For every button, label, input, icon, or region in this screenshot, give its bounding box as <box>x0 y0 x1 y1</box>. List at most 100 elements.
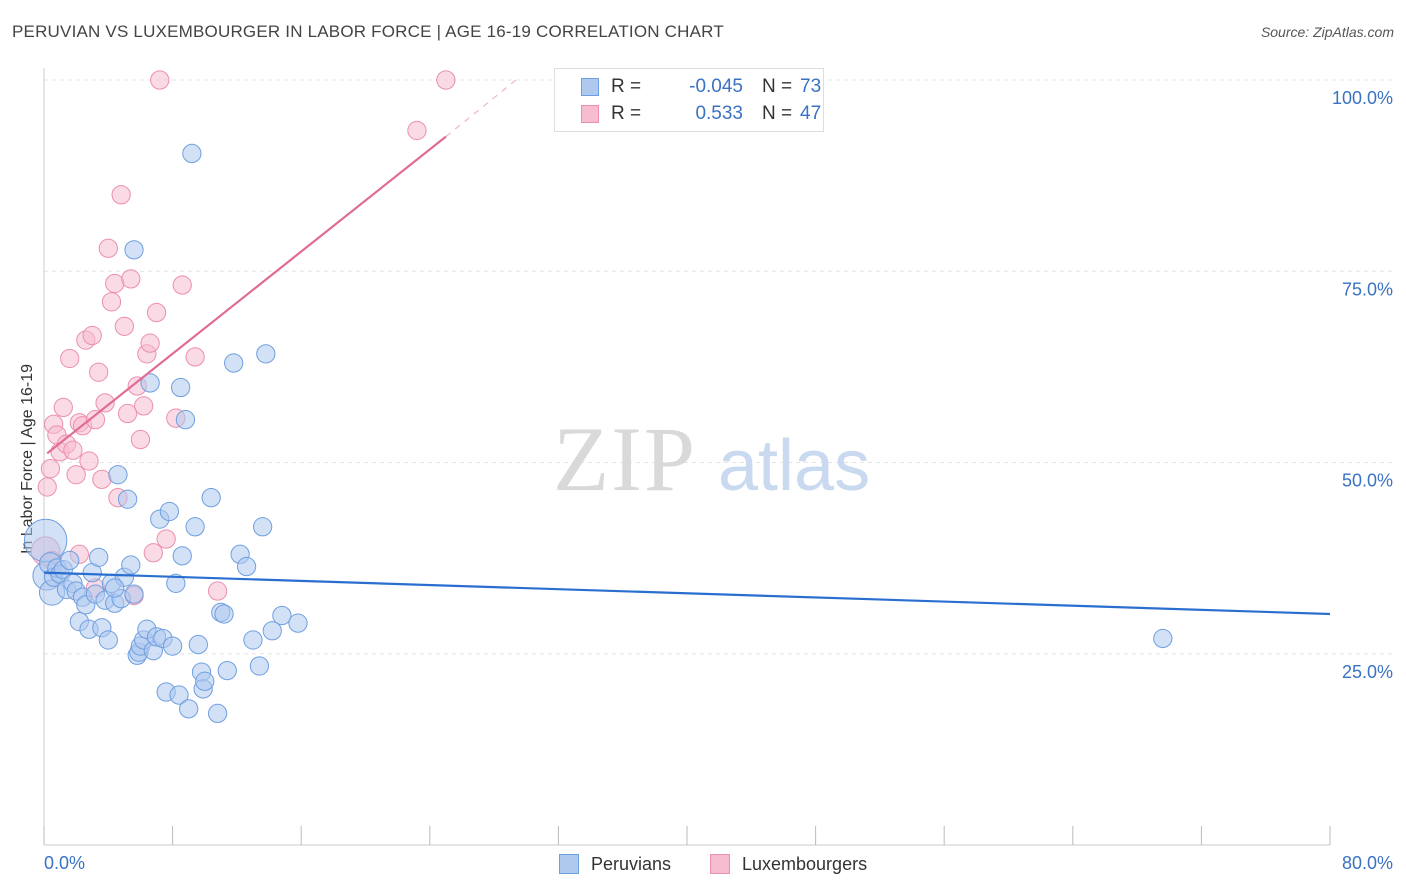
peruvian-point <box>217 660 237 681</box>
bottom-legend-peruvians: Peruvians <box>559 852 671 876</box>
y-tick-label: 50.0% <box>1342 471 1393 491</box>
bottom-legend-label-luxembourgers: Luxembourgers <box>742 853 868 874</box>
peruvian-point <box>262 621 282 641</box>
bottom-legend-swatch-peruvians <box>559 854 579 874</box>
y-tick-label: 25.0% <box>1342 662 1393 682</box>
watermark-zip: ZIP <box>553 408 697 510</box>
luxembourger-point <box>134 396 154 416</box>
luxembourger-point <box>40 458 61 479</box>
peruvian-point <box>89 547 109 567</box>
peruvian-point <box>272 605 292 626</box>
peruvian-point <box>169 685 189 705</box>
luxembourger-point <box>436 70 456 90</box>
legend-r-label: R = <box>611 76 642 97</box>
bottom-legend-label-peruvians: Peruvians <box>591 853 672 874</box>
legend-swatch-luxembourgers <box>581 105 599 123</box>
peruvian-trend-line <box>43 571 1331 616</box>
peruvian-point <box>179 699 199 719</box>
peruvian-point <box>252 517 273 537</box>
peruvian-point <box>1153 628 1173 649</box>
peruvian-point <box>214 604 234 624</box>
luxembourger-point <box>105 273 125 294</box>
luxembourger-point <box>95 393 115 413</box>
peruvian-point <box>175 410 196 430</box>
peruvian-point <box>243 630 263 650</box>
peruvian-point <box>117 489 138 509</box>
luxembourger-point <box>207 581 228 601</box>
watermark: ZIP atlas <box>553 408 870 510</box>
legend-n-value: 47 <box>800 103 822 124</box>
luxembourger-point <box>143 543 163 563</box>
luxembourger-point <box>111 185 131 205</box>
bottom-legend-luxembourgers: Luxembourgers <box>710 852 867 876</box>
peruvian-point <box>60 550 80 571</box>
peruvian-point <box>256 344 276 364</box>
luxembourger-point <box>130 429 151 450</box>
legend-n-label: N = <box>762 76 793 97</box>
luxembourger-point <box>92 469 112 489</box>
legend-r-value: -0.045 <box>689 76 743 97</box>
luxembourger-point <box>79 451 99 471</box>
y-tick-label: 100.0% <box>1332 88 1393 108</box>
luxembourger-point <box>117 403 138 424</box>
peruvian-point <box>249 656 270 676</box>
peruvian-point <box>185 517 205 537</box>
luxembourger-trend-extension <box>445 76 521 138</box>
luxembourger-point <box>150 70 170 90</box>
peruvian-point <box>162 636 183 656</box>
luxembourger-point <box>101 292 122 312</box>
peruvian-point <box>171 377 191 398</box>
data-points <box>23 70 1173 724</box>
legend-r-label: R = <box>611 103 642 124</box>
peruvian-point <box>159 501 180 522</box>
peruvian-point <box>195 671 215 691</box>
luxembourger-point <box>114 316 135 336</box>
luxembourger-point <box>185 347 205 367</box>
luxembourger-point <box>63 440 83 460</box>
peruvian-point <box>108 465 128 485</box>
luxembourger-point <box>85 410 106 430</box>
legend-swatch-peruvians <box>581 78 599 96</box>
peruvian-point <box>124 240 144 260</box>
luxembourger-point <box>172 275 192 295</box>
luxembourger-point <box>121 269 141 289</box>
luxembourger-point <box>98 238 118 258</box>
luxembourger-point <box>407 120 427 141</box>
y-tick-label: 75.0% <box>1342 279 1393 299</box>
trend-lines <box>43 76 1331 616</box>
luxembourger-trend-line <box>46 135 447 455</box>
peruvian-point <box>224 353 244 373</box>
peruvian-point <box>124 584 144 604</box>
luxembourger-point <box>60 348 80 369</box>
peruvian-point <box>121 555 141 575</box>
peruvian-point <box>105 578 125 598</box>
peruvian-point <box>201 488 221 508</box>
luxembourger-point <box>66 465 86 485</box>
axes <box>43 68 1331 846</box>
peruvian-point <box>288 613 308 633</box>
source-label: Source: ZipAtlas.com <box>1260 24 1394 40</box>
luxembourger-point <box>156 529 176 549</box>
x-tick-label: 0.0% <box>44 853 85 873</box>
legend-n-label: N = <box>762 103 793 124</box>
luxembourger-point <box>37 477 57 497</box>
peruvian-point <box>166 573 186 594</box>
chart-title: PERUVIAN VS LUXEMBOURGER IN LABOR FORCE … <box>12 22 724 41</box>
watermark-atlas: atlas <box>718 426 870 506</box>
legend-n-value: 73 <box>800 76 822 97</box>
peruvian-point <box>172 546 192 566</box>
luxembourger-point <box>53 397 73 418</box>
x-tick-label: 80.0% <box>1342 853 1393 873</box>
correlation-legend: R = -0.045 N = 73 R = 0.533 N = 47 <box>554 68 824 132</box>
luxembourger-point <box>140 333 160 353</box>
peruvian-point <box>98 630 118 650</box>
bottom-legend-swatch-luxembourgers <box>710 854 730 874</box>
peruvian-point <box>182 143 202 164</box>
luxembourger-point <box>89 362 109 382</box>
luxembourger-point <box>146 302 167 323</box>
peruvian-point <box>140 373 160 393</box>
peruvian-point <box>207 703 228 724</box>
luxembourger-point <box>82 325 102 346</box>
peruvian-point <box>188 634 208 655</box>
